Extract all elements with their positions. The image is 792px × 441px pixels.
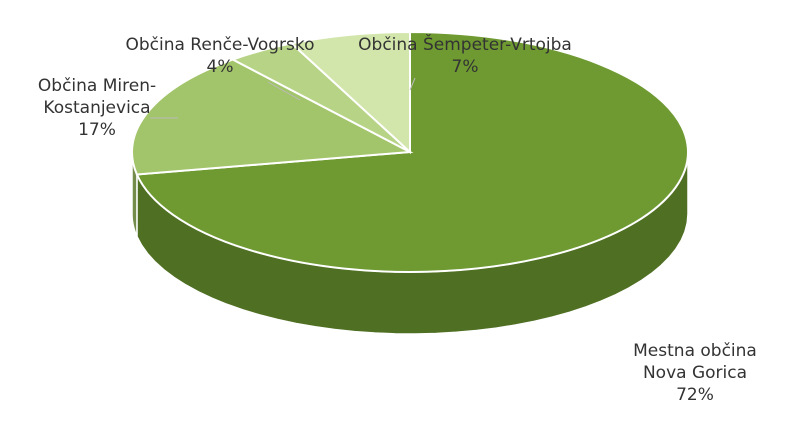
pie-slice	[289, 30, 411, 155]
leader-line	[267, 81, 301, 101]
slice-name: Mestna občina Nova Gorica	[633, 341, 757, 383]
slice-label: Občina Šempeter-Vrtojba 7%	[330, 34, 600, 78]
slice-label: Občina Miren-Kostanjevica 17%	[12, 75, 182, 141]
slice-label: Mestna občina Nova Gorica 72%	[600, 340, 790, 406]
slice-label: Občina Renče-Vogrsko 4%	[110, 34, 330, 78]
pie-slice	[135, 30, 689, 273]
slice-value: 4%	[206, 57, 234, 77]
slice-name: Občina Miren-Kostanjevica	[37, 76, 157, 118]
slice-value: 72%	[676, 385, 714, 405]
slice-name: Občina Renče-Vogrsko	[125, 35, 315, 55]
slice-name: Občina Šempeter-Vrtojba	[358, 35, 572, 55]
slice-value: 7%	[451, 57, 479, 77]
pie-slice	[131, 58, 414, 176]
slice-value: 17%	[78, 120, 116, 140]
leader-line	[409, 77, 416, 91]
